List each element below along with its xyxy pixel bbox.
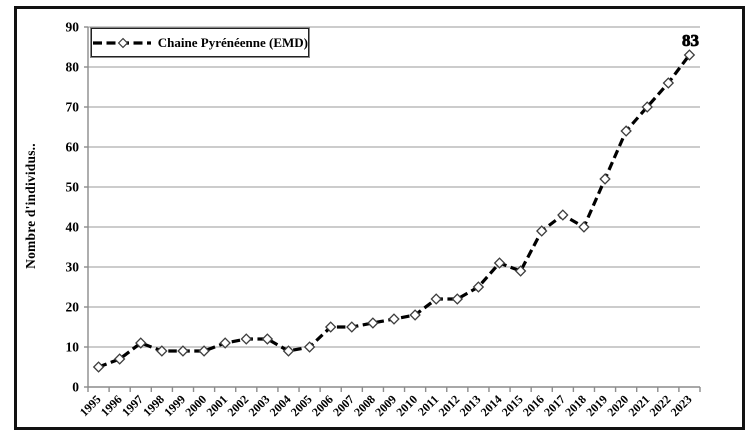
legend-line-sample-icon (93, 37, 151, 48)
x-tick-label: 2008 (351, 392, 378, 419)
figure-border (14, 6, 745, 430)
x-tick-label: 1995 (77, 392, 104, 419)
y-tick-label: 10 (66, 340, 80, 355)
data-point-marker (156, 345, 168, 357)
y-axis-title: Nombre d'individus.. (23, 143, 38, 269)
x-tick-label: 2010 (393, 392, 420, 419)
y-tick-label: 30 (66, 260, 80, 275)
data-point-marker (557, 209, 569, 221)
data-point-marker (599, 173, 611, 185)
y-tick-label: 90 (66, 20, 80, 35)
data-point-marker (514, 265, 527, 277)
y-tick-label: 20 (66, 300, 80, 315)
data-point-marker (472, 281, 485, 293)
data-point-marker (388, 313, 400, 325)
x-tick-label: 1998 (140, 392, 167, 419)
x-tick-label: 2005 (288, 392, 315, 419)
data-point-marker (683, 49, 696, 61)
x-tick-label: 2002 (225, 392, 252, 419)
data-point-marker (177, 345, 189, 357)
y-tick-label: 0 (72, 380, 79, 395)
data-point-marker (620, 125, 632, 137)
data-point-marker (198, 345, 210, 357)
data-point-marker (240, 333, 252, 345)
data-point-marker (409, 309, 421, 321)
x-tick-label: 2000 (182, 392, 209, 419)
data-point-marker (641, 101, 653, 113)
x-tick-label: 1996 (98, 392, 125, 419)
data-point-marker (282, 345, 295, 357)
x-tick-label: 2019 (583, 392, 610, 419)
data-point-marker (430, 293, 442, 305)
data-point-marker (135, 337, 147, 349)
data-point-marker (662, 77, 675, 89)
x-tick-label: 2016 (520, 392, 547, 419)
x-tick-label: 2020 (604, 392, 631, 419)
x-tick-label: 2007 (330, 392, 357, 419)
y-tick-label: 40 (66, 220, 80, 235)
x-tick-label: 2022 (647, 392, 674, 419)
x-tick-label: 1997 (119, 392, 146, 419)
data-point-marker (261, 333, 274, 345)
data-point-marker (113, 353, 126, 365)
data-point-marker (493, 257, 506, 269)
data-point-marker (367, 317, 379, 329)
x-tick-label: 2012 (436, 392, 463, 419)
data-point-marker (346, 321, 358, 333)
data-point-marker (578, 221, 590, 233)
x-tick-label: 2021 (625, 392, 652, 419)
x-tick-label: 2003 (246, 392, 273, 419)
x-tick-label: 2009 (372, 392, 399, 419)
x-tick-label: 2023 (668, 392, 695, 419)
data-point-marker (303, 341, 316, 353)
x-tick-label: 1999 (161, 392, 188, 419)
data-point-marker (324, 321, 337, 333)
y-tick-label: 50 (66, 180, 80, 195)
x-tick-label: 2006 (309, 392, 336, 419)
y-tick-label: 70 (66, 100, 80, 115)
x-tick-label: 2013 (457, 392, 484, 419)
y-tick-label: 60 (66, 140, 80, 155)
legend: Chaine Pyrénéenne (EMD) (90, 27, 310, 58)
data-point-marker (451, 293, 464, 305)
data-point-marker (92, 361, 105, 373)
x-tick-label: 2001 (203, 392, 230, 419)
x-tick-label: 2015 (499, 392, 526, 419)
x-tick-label: 2004 (267, 392, 294, 419)
x-tick-label: 2011 (415, 392, 441, 418)
x-tick-label: 2018 (562, 392, 589, 419)
legend-label: Chaine Pyrénéenne (EMD) (157, 34, 308, 50)
data-point-marker (219, 337, 231, 349)
max-value-label: 83 (682, 31, 699, 50)
y-tick-label: 80 (66, 60, 80, 75)
data-point-marker (536, 225, 548, 237)
x-tick-label: 2017 (541, 392, 568, 419)
x-tick-label: 2014 (478, 392, 505, 419)
